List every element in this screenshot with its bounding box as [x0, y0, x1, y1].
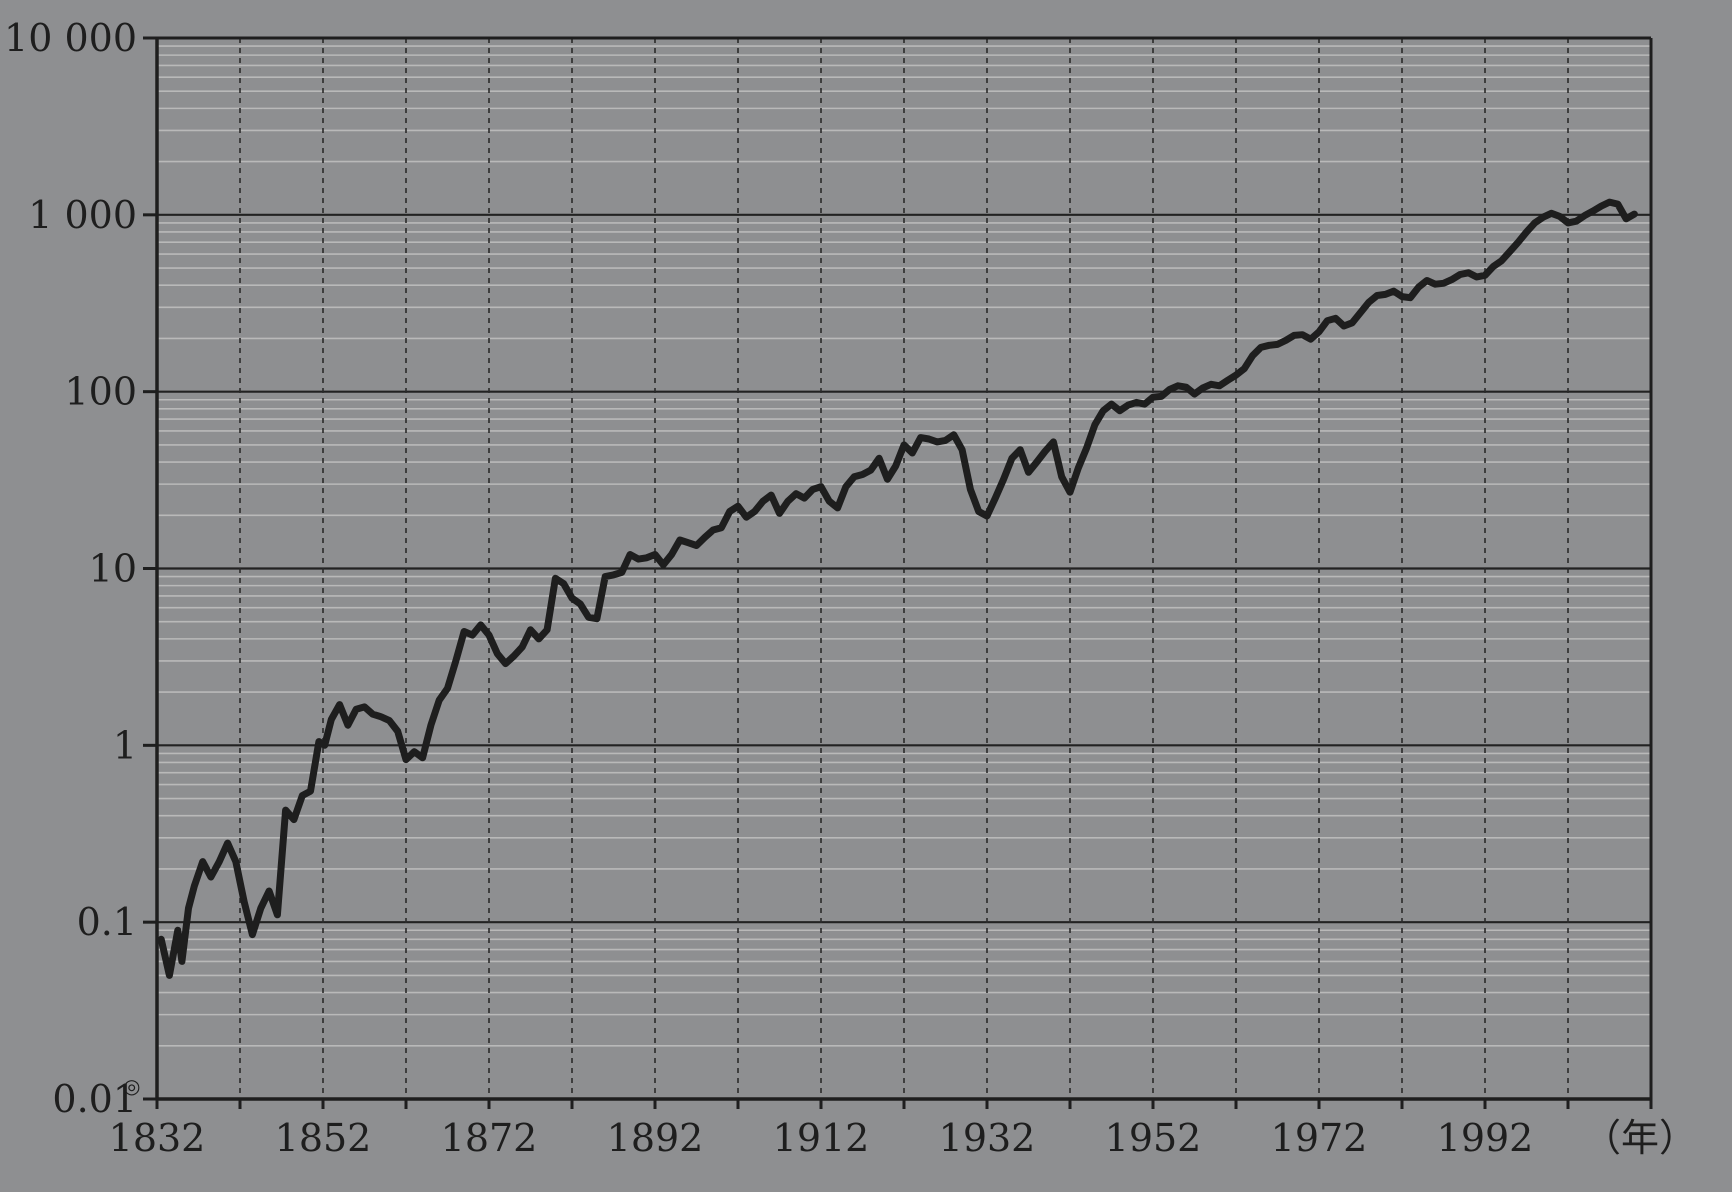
x-tick-label: 1912	[773, 1116, 870, 1160]
major-gridlines	[157, 36, 1651, 1101]
axes	[143, 36, 1653, 1109]
y-tick-label: 0.1	[77, 900, 137, 944]
tick-labels: 0.01 0.1 1 10 100 1 000 10 000 ◎ 1832 1852 1872 189…	[4, 16, 1533, 1160]
x-tick-label: 1952	[1105, 1116, 1202, 1160]
y-tick-label: 0.01	[52, 1077, 137, 1121]
series-layer	[157, 198, 1638, 979]
series-line	[157, 198, 1638, 979]
x-tick-label: 1972	[1271, 1116, 1368, 1160]
x-tick-label: 1872	[441, 1116, 538, 1160]
y-tick-label: 10 000	[4, 16, 137, 60]
y-tick-label: 10	[89, 547, 137, 591]
x-tick-label: 1932	[939, 1116, 1036, 1160]
y-tick-label: 100	[64, 370, 137, 414]
x-axis-unit-label: （年）	[1583, 1116, 1697, 1160]
x-tick-label: 1992	[1437, 1116, 1534, 1160]
y-bottom-marker: ◎	[123, 1074, 140, 1098]
x-tick-label: 1852	[275, 1116, 372, 1160]
x-tick-label: 1892	[607, 1116, 704, 1160]
x-tick-label: 1832	[109, 1116, 206, 1160]
y-tick-label: 1 000	[28, 193, 137, 237]
y-tick-label: 1	[113, 723, 137, 767]
